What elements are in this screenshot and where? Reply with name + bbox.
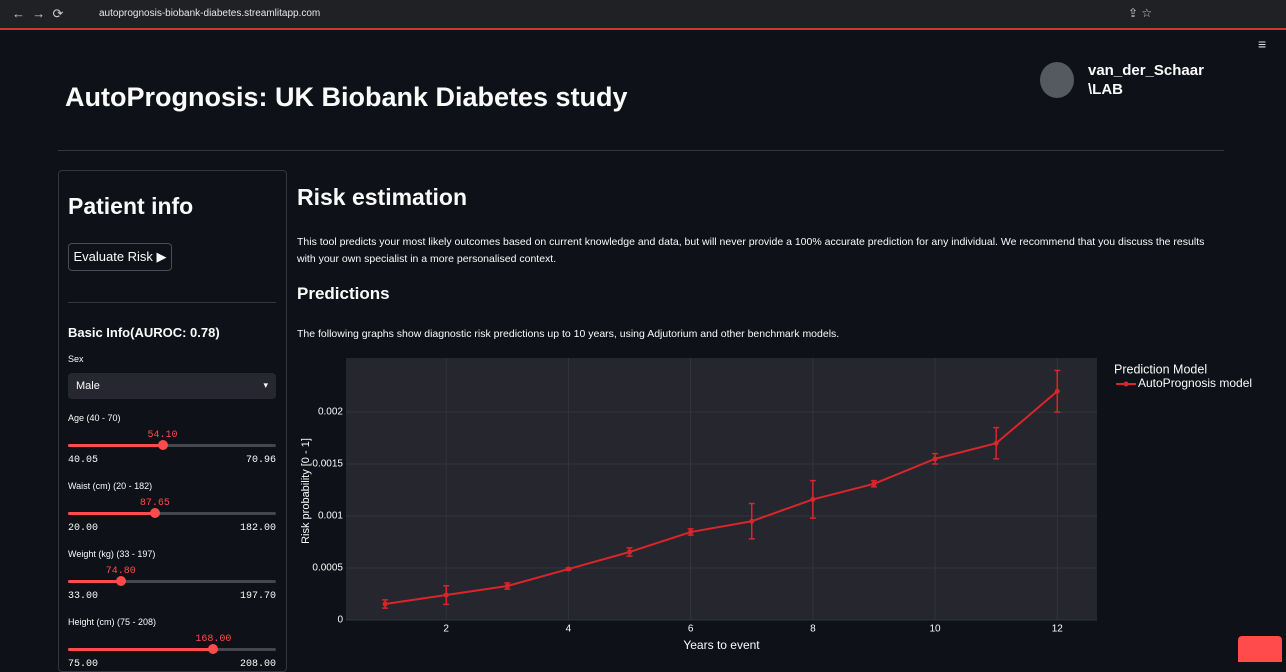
slider-min: 40.05 — [68, 455, 99, 466]
slider-max: 197.70 — [239, 591, 276, 602]
y-tick-label: 0.0005 — [312, 563, 343, 574]
subheading: Predictions — [297, 284, 390, 303]
section-title: Basic Info(AUROC: 0.78) — [68, 325, 220, 340]
slider-label: Weight (kg) (33 - 197) — [68, 549, 156, 559]
slider-fill — [68, 444, 163, 447]
divider — [68, 302, 276, 303]
marker — [871, 481, 877, 487]
slider-label: Waist (cm) (20 - 182) — [68, 481, 153, 491]
slider-min: 33.00 — [68, 591, 99, 602]
marker — [382, 601, 388, 607]
y-axis-label: Risk probability [0 - 1] — [300, 438, 312, 544]
menu[interactable]: ≡ — [1258, 36, 1267, 52]
slider-thumb[interactable] — [115, 576, 126, 586]
legend-swatch-marker — [1123, 381, 1129, 387]
heading: Risk estimation — [297, 184, 467, 210]
slider-track[interactable] — [68, 644, 276, 654]
logo-icon — [1040, 62, 1074, 98]
x-tick-label: 8 — [810, 624, 816, 635]
select[interactable]: Male ▾ — [68, 373, 276, 399]
description: This tool predicts your most likely outc… — [297, 236, 1205, 265]
sidebar-title: Patient info — [68, 193, 194, 219]
slider-fill — [68, 580, 121, 583]
slider-fill — [68, 648, 214, 651]
slider-track[interactable] — [68, 440, 276, 450]
divider — [58, 150, 1224, 151]
select-value: Male — [76, 380, 100, 392]
caption: The following graphs show diagnostic ris… — [297, 328, 840, 340]
marker — [993, 440, 999, 446]
marker — [504, 583, 510, 589]
legend-title: Prediction Model — [1114, 362, 1207, 376]
marker — [565, 566, 571, 572]
plot-area — [346, 358, 1097, 620]
x-tick-label: 6 — [688, 624, 694, 635]
browser-icons[interactable]: ⇪ ☆ — [1128, 6, 1153, 20]
slider-max: 70.96 — [245, 455, 276, 466]
slider-value: 87.65 — [139, 498, 170, 509]
nav-buttons[interactable]: ← → ⟳ — [12, 6, 64, 21]
y-tick-label: 0.002 — [318, 407, 343, 418]
logo-text: van_der_Schaar — [1088, 62, 1204, 79]
app-title: AutoPrognosis: UK Biobank Diabetes study — [65, 82, 628, 112]
slider-max: 182.00 — [239, 523, 276, 534]
marker — [688, 529, 694, 535]
marker — [932, 456, 938, 462]
browser-bar: ← → ⟳ autoprognosis-biobank-diabetes.str… — [0, 0, 1286, 30]
y-tick-label: 0.0015 — [312, 459, 343, 470]
logo-text: \LAB — [1088, 81, 1123, 98]
x-tick-label: 4 — [566, 624, 572, 635]
slider-fill — [68, 512, 155, 515]
slider-thumb[interactable] — [157, 440, 168, 450]
x-tick-label: 12 — [1052, 624, 1064, 635]
marker — [1054, 388, 1060, 394]
x-tick-label: 10 — [930, 624, 942, 635]
slider-value: 54.10 — [147, 430, 178, 441]
marker — [810, 496, 816, 502]
slider-value: 74.80 — [105, 566, 136, 577]
slider-track[interactable] — [68, 508, 276, 518]
y-tick-label: 0 — [337, 615, 343, 626]
marker — [749, 518, 755, 524]
streamlit-badge[interactable] — [1238, 636, 1282, 662]
select-label: Sex — [68, 354, 84, 364]
marker — [443, 592, 449, 598]
legend-entry: AutoPrognosis model — [1138, 376, 1252, 390]
slider-label: Age (40 - 70) — [68, 413, 121, 423]
slider-thumb[interactable] — [149, 508, 160, 518]
y-tick-label: 0.001 — [318, 511, 343, 522]
caret: ▾ — [263, 380, 268, 390]
slider-thumb[interactable] — [208, 644, 219, 654]
slider-value: 168.00 — [195, 634, 232, 645]
x-tick-label: 2 — [443, 624, 449, 635]
series-line — [384, 390, 1058, 605]
url[interactable]: autoprognosis-biobank-diabetes.streamlit… — [99, 8, 321, 19]
slider-label: Height (cm) (75 - 208) — [68, 617, 157, 627]
marker — [627, 549, 633, 555]
x-axis-label: Years to event — [683, 638, 760, 652]
slider-track[interactable] — [68, 576, 276, 586]
slider-min: 20.00 — [68, 523, 99, 534]
evaluate-button[interactable]: Evaluate Risk ▶ — [68, 243, 172, 271]
